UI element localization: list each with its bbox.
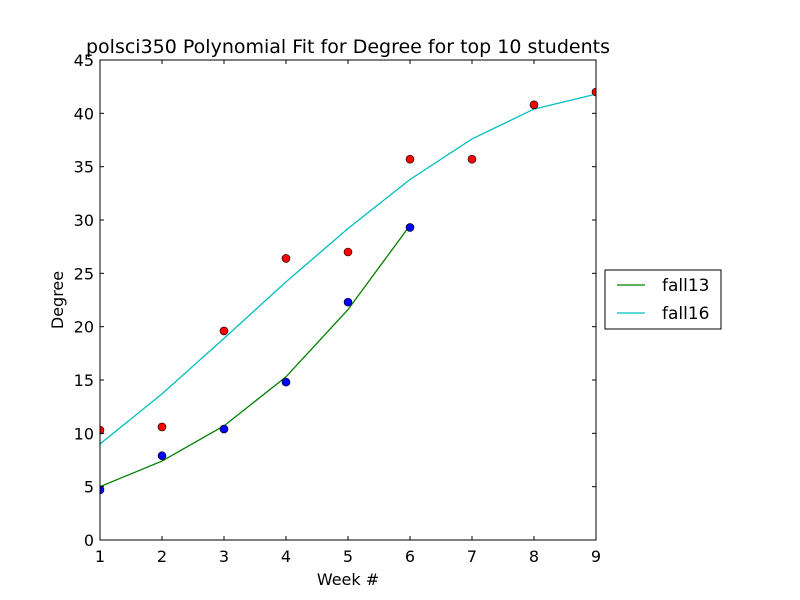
data-point — [157, 422, 167, 432]
data-point — [343, 297, 353, 307]
legend: fall13 fall16 — [604, 269, 722, 330]
data-point — [281, 377, 291, 387]
data-point — [591, 87, 596, 97]
x-tick-label: 3 — [219, 547, 229, 566]
data-point — [219, 326, 229, 336]
series-3 — [100, 87, 596, 435]
x-tick-label: 8 — [529, 547, 539, 566]
y-tick-label: 25 — [74, 264, 94, 283]
data-point — [405, 154, 415, 164]
x-tick-label: 7 — [467, 547, 477, 566]
legend-box — [604, 269, 722, 330]
y-tick-label: 30 — [74, 211, 94, 230]
series-2 — [100, 223, 415, 495]
data-point — [343, 247, 353, 257]
x-tick-label: 2 — [157, 547, 167, 566]
data-point — [281, 254, 291, 263]
data-point — [529, 100, 539, 110]
x-axis-label: Week # — [317, 570, 379, 589]
y-tick-label: 45 — [74, 51, 94, 70]
series-0 — [100, 224, 411, 488]
y-tick-label: 15 — [74, 371, 94, 390]
legend-label-fall16: fall16 — [662, 304, 709, 324]
y-axis-label: Degree — [48, 271, 67, 329]
data-point — [100, 485, 105, 495]
y-tick-label: 10 — [74, 424, 94, 443]
x-tick-label: 1 — [95, 547, 105, 566]
y-tick-label: 35 — [74, 158, 94, 177]
legend-label-fall13: fall13 — [662, 276, 709, 296]
x-tick-label: 9 — [591, 547, 601, 566]
data-point — [100, 425, 105, 435]
y-tick-label: 20 — [74, 318, 94, 337]
series-line-fall16 — [100, 93, 596, 445]
y-tick-label: 40 — [74, 104, 94, 123]
series-1 — [100, 93, 596, 445]
x-tick-label: 6 — [405, 547, 415, 566]
y-tick-label: 5 — [84, 478, 94, 497]
data-point — [219, 424, 229, 434]
data-point — [467, 154, 477, 164]
chart-title: polsci350 Polynomial Fit for Degree for … — [86, 36, 610, 58]
x-tick-label: 5 — [343, 547, 353, 566]
data-point — [405, 223, 415, 232]
x-tick-label: 4 — [281, 547, 291, 566]
series-line-fall13 — [100, 224, 411, 488]
data-point — [157, 451, 167, 461]
y-tick-label: 0 — [84, 531, 94, 550]
